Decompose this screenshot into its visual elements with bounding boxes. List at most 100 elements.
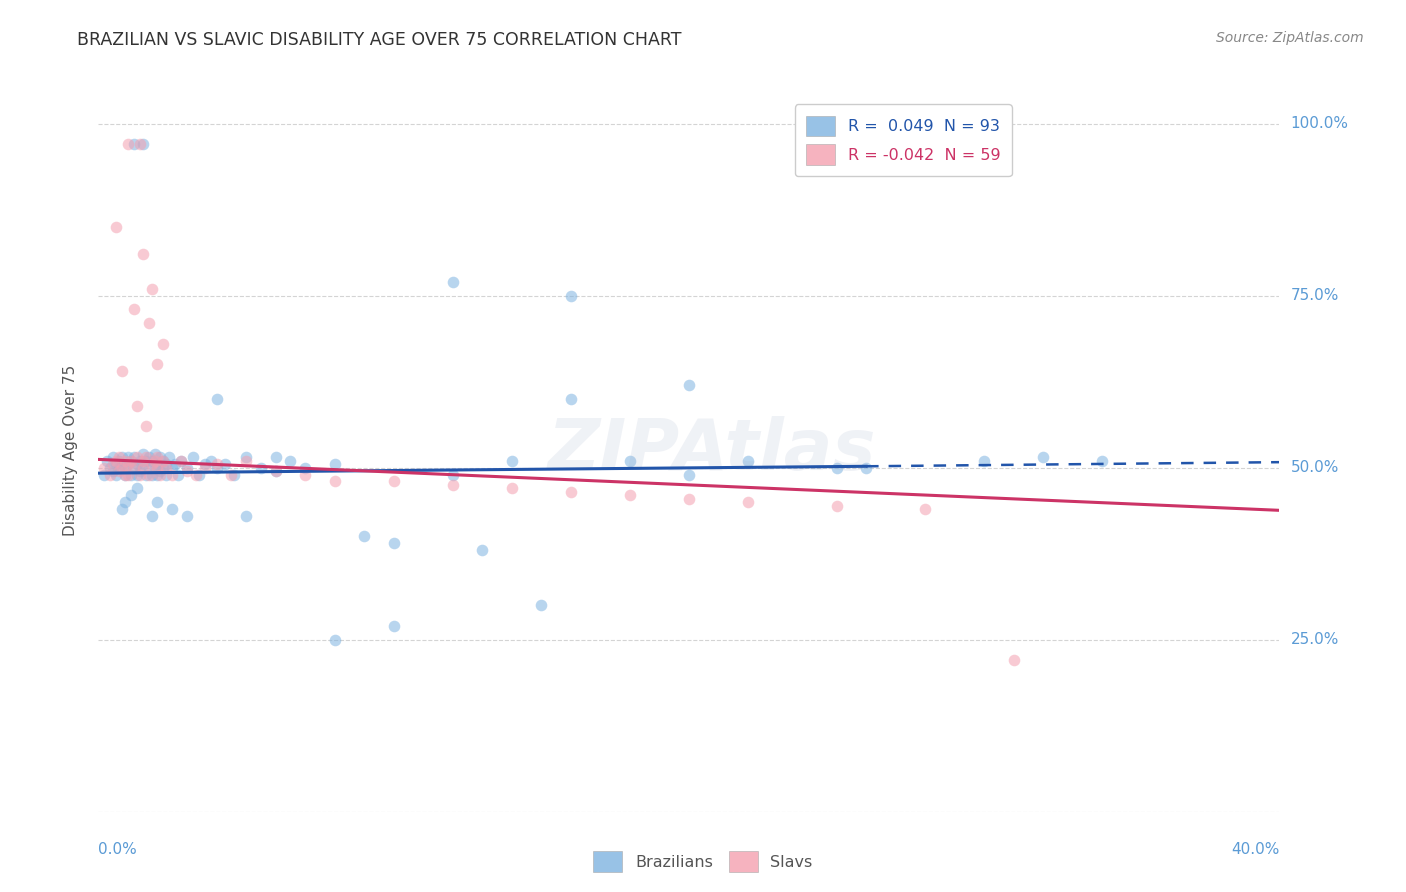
Point <box>146 460 169 475</box>
Point <box>187 467 209 482</box>
Point <box>120 454 142 468</box>
Point <box>441 467 464 482</box>
Point <box>205 460 228 475</box>
Point <box>235 454 257 468</box>
Point <box>143 454 166 468</box>
Point <box>117 457 139 471</box>
Point <box>125 467 148 482</box>
Point <box>108 450 131 465</box>
Text: 0.0%: 0.0% <box>98 842 138 857</box>
Point <box>141 454 163 468</box>
Point <box>135 467 157 482</box>
Point <box>235 450 257 465</box>
Point <box>264 450 287 465</box>
Point <box>194 460 217 475</box>
Point <box>108 460 131 475</box>
Point <box>235 508 257 523</box>
Point <box>155 460 177 475</box>
Point <box>560 484 582 499</box>
Point <box>162 467 183 482</box>
Point <box>111 460 134 475</box>
Point <box>264 464 287 478</box>
Point <box>146 467 169 482</box>
Point <box>114 454 136 468</box>
Point <box>250 460 273 475</box>
Point <box>114 460 136 475</box>
Point <box>135 419 157 434</box>
Point <box>125 481 148 495</box>
Point <box>111 457 134 471</box>
Point <box>825 499 848 513</box>
Point <box>103 457 125 471</box>
Point <box>149 464 172 478</box>
Point <box>105 457 128 471</box>
Point <box>141 467 163 482</box>
Point <box>125 457 148 471</box>
Point <box>103 464 125 478</box>
Point <box>138 316 160 330</box>
Point <box>619 488 641 502</box>
Point <box>108 454 131 468</box>
Point <box>93 467 115 482</box>
Point <box>105 454 128 468</box>
Point <box>122 302 145 317</box>
Text: BRAZILIAN VS SLAVIC DISABILITY AGE OVER 75 CORRELATION CHART: BRAZILIAN VS SLAVIC DISABILITY AGE OVER … <box>77 31 682 49</box>
Point <box>108 464 131 478</box>
Point <box>149 467 172 482</box>
Point <box>128 454 150 468</box>
Point <box>132 247 155 261</box>
Point <box>105 219 128 234</box>
Text: 75.0%: 75.0% <box>1291 288 1339 303</box>
Point <box>132 454 155 468</box>
Point <box>825 460 848 475</box>
Point <box>264 464 287 478</box>
Point <box>170 454 193 468</box>
Point <box>184 467 207 482</box>
Point <box>205 457 228 471</box>
Point <box>619 454 641 468</box>
Point <box>111 450 134 465</box>
Point <box>221 467 243 482</box>
Point <box>117 457 139 471</box>
Point <box>138 460 160 475</box>
Point <box>152 454 174 468</box>
Point <box>122 450 145 465</box>
Point <box>181 450 204 465</box>
Point <box>382 475 405 489</box>
Point <box>114 467 136 482</box>
Text: 50.0%: 50.0% <box>1291 460 1339 475</box>
Point <box>530 599 553 613</box>
Point <box>471 543 494 558</box>
Point <box>224 467 246 482</box>
Point <box>122 460 145 475</box>
Point <box>146 450 169 465</box>
Point <box>441 275 464 289</box>
Point <box>162 460 183 475</box>
Point <box>111 364 134 378</box>
Text: 25.0%: 25.0% <box>1291 632 1339 648</box>
Point <box>737 454 759 468</box>
Point <box>141 508 163 523</box>
Point <box>125 399 148 413</box>
Point <box>146 457 169 471</box>
Point <box>176 460 198 475</box>
Point <box>294 467 316 482</box>
Point <box>122 137 145 152</box>
Point <box>1002 653 1025 667</box>
Point <box>1032 450 1054 465</box>
Point <box>128 137 150 152</box>
Point <box>128 467 150 482</box>
Point <box>125 450 148 465</box>
Point <box>132 460 155 475</box>
Point <box>117 137 139 152</box>
Point <box>353 529 375 543</box>
Point <box>146 358 169 372</box>
Point <box>152 454 174 468</box>
Point <box>323 475 346 489</box>
Point <box>132 137 155 152</box>
Point <box>132 457 155 471</box>
Point <box>382 536 405 550</box>
Point <box>105 467 128 482</box>
Point <box>132 447 155 461</box>
Point <box>143 460 166 475</box>
